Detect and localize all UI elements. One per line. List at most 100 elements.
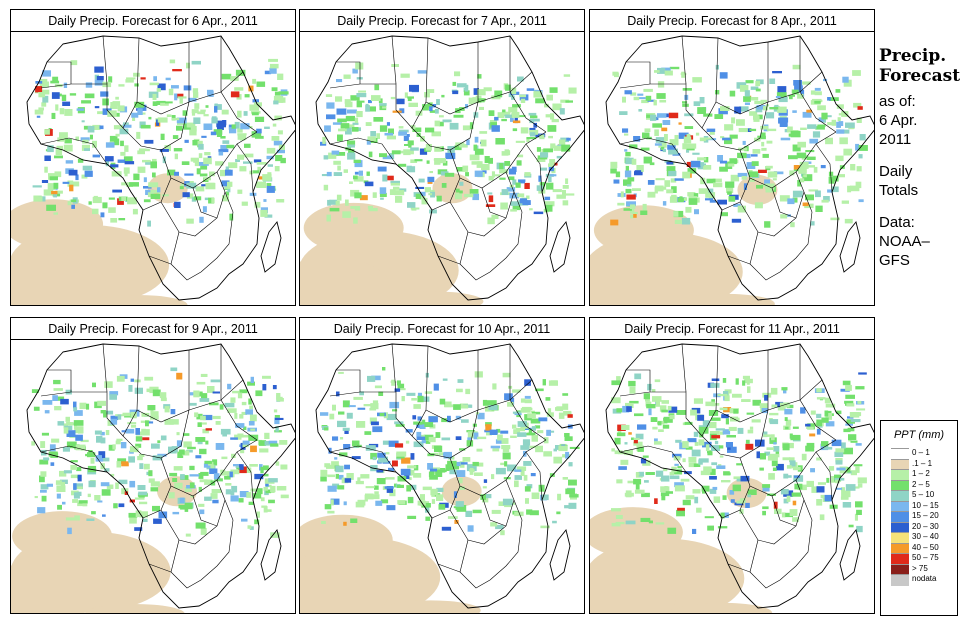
precip-cell: [62, 101, 71, 106]
precip-cell: [393, 186, 400, 190]
precip-cell: [195, 437, 206, 442]
precip-cell: [483, 87, 492, 92]
precip-cell: [527, 413, 536, 419]
dry-area: [156, 476, 197, 507]
precip-cell: [528, 428, 532, 434]
precip-cell: [344, 478, 352, 483]
precip-cell: [150, 481, 160, 487]
precip-cell: [729, 490, 735, 495]
precip-cell: [766, 447, 774, 450]
precip-cell: [129, 446, 139, 453]
precip-cell: [856, 166, 862, 172]
precip-cell: [100, 482, 110, 487]
precip-cell: [497, 112, 505, 118]
precip-cell: [849, 412, 860, 418]
precip-cell: [527, 432, 536, 435]
precip-cell: [828, 466, 835, 471]
precip-cell: [510, 435, 517, 438]
precip-cell: [819, 514, 825, 521]
legend-swatch: [891, 574, 909, 586]
precip-cell: [686, 150, 690, 153]
precip-cell: [842, 76, 849, 83]
precip-cell: [158, 511, 168, 519]
precip-cell: [697, 107, 706, 114]
precip-cell: [529, 118, 535, 124]
precip-cell: [857, 106, 863, 110]
precip-cell: [179, 96, 183, 104]
precip-cell: [212, 459, 218, 466]
precip-cell: [761, 147, 767, 151]
precip-cell: [244, 153, 254, 158]
precip-cell: [758, 169, 767, 173]
precip-cell: [484, 429, 493, 433]
precip-cell: [787, 198, 795, 205]
precip-cell: [473, 144, 478, 151]
precip-cell: [382, 174, 388, 182]
precip-cell: [243, 426, 247, 430]
precip-cell: [433, 383, 439, 391]
heading-line-1: Precip.: [879, 46, 947, 66]
precip-cell: [425, 144, 432, 151]
precip-cell: [506, 464, 517, 472]
precip-cell: [144, 376, 154, 381]
precip-cell: [800, 89, 805, 97]
precip-cell: [220, 469, 226, 473]
precip-cell: [511, 87, 517, 95]
precip-cell: [558, 445, 568, 452]
precip-cell: [807, 124, 817, 129]
precip-cell: [368, 151, 373, 158]
precip-cell: [254, 519, 260, 525]
precip-cell: [200, 415, 206, 421]
precip-cell: [816, 486, 825, 493]
precip-cell: [562, 185, 569, 189]
precip-cell: [802, 174, 813, 182]
precip-cell: [654, 498, 658, 504]
precip-cell: [128, 512, 138, 518]
precip-cell: [267, 509, 272, 512]
precip-cell: [781, 512, 786, 518]
precip-cell: [456, 167, 465, 172]
precip-cell: [691, 449, 701, 457]
precip-cell: [549, 174, 557, 177]
precip-cell: [134, 527, 143, 531]
precip-cell: [774, 171, 784, 175]
precip-cell: [511, 95, 515, 100]
precip-cell: [129, 517, 137, 524]
precip-cell: [425, 127, 435, 133]
precip-cell: [480, 494, 486, 500]
precip-cell: [413, 404, 421, 409]
precip-cell: [655, 470, 664, 477]
precip-cell: [228, 162, 238, 169]
precip-cell: [825, 403, 836, 408]
precip-cell: [137, 104, 147, 111]
precip-cell: [793, 80, 802, 86]
precip-cell: [662, 201, 667, 206]
precip-cell: [125, 79, 134, 83]
precip-cell: [169, 59, 176, 64]
precip-cell: [682, 197, 688, 201]
precip-cell: [415, 186, 425, 189]
precip-cell: [471, 161, 481, 165]
precip-cell: [517, 154, 524, 158]
country-border: [481, 495, 507, 527]
precip-cell: [698, 459, 703, 465]
precip-cell: [343, 444, 351, 450]
precip-cell: [428, 193, 433, 196]
precip-cell: [410, 159, 418, 163]
precip-cell: [178, 504, 187, 509]
precip-cell: [354, 160, 363, 168]
precip-cell: [148, 478, 155, 483]
precip-cell: [174, 201, 181, 208]
precip-cell: [780, 214, 788, 219]
precip-cell: [642, 460, 651, 466]
precip-cell: [544, 103, 549, 108]
precip-cell: [616, 408, 623, 413]
precip-cell: [222, 140, 230, 144]
precip-cell: [654, 438, 658, 442]
precip-cell: [424, 187, 431, 193]
coastline: [605, 343, 874, 609]
precip-cell: [130, 411, 137, 419]
precip-cell: [828, 171, 834, 177]
country-border: [329, 83, 361, 89]
precip-cell: [536, 147, 541, 152]
